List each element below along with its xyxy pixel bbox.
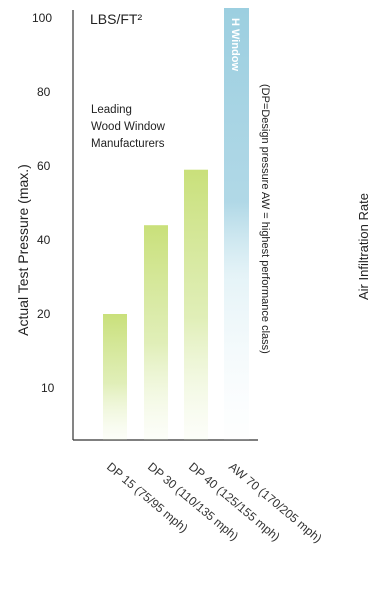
unit-label: LBS/FT² bbox=[90, 11, 142, 27]
y-tick-60: 60 bbox=[37, 159, 51, 173]
annotation-line-2: Wood Window bbox=[91, 121, 166, 133]
x-category-labels: DP 15 (75/95 mph) DP 30 (110/135 mph) DP… bbox=[104, 460, 325, 546]
bar-dp30 bbox=[144, 225, 168, 440]
bar-dp15 bbox=[103, 314, 127, 440]
annotation: Leading Wood Window Manufacturers bbox=[91, 104, 166, 150]
y-tick-40: 40 bbox=[37, 233, 51, 247]
annotation-line-1: Leading bbox=[91, 104, 132, 116]
y-tick-100: 100 bbox=[32, 11, 52, 25]
y-tick-20: 20 bbox=[37, 307, 51, 321]
annotation-line-3: Manufacturers bbox=[91, 138, 165, 150]
bar-label-h-window: H Window bbox=[229, 18, 241, 71]
y-tick-80: 80 bbox=[37, 85, 51, 99]
design-pressure-note: (DP=Design pressure AW = highest perform… bbox=[259, 84, 271, 354]
bars bbox=[103, 8, 249, 440]
y-tick-10: 10 bbox=[41, 381, 55, 395]
y-tick-labels: 100 80 60 40 20 10 bbox=[32, 11, 55, 395]
air-infiltration-label: Air Infiltration Rate bbox=[356, 193, 369, 300]
y-axis-title: Actual Test Pressure (max.) bbox=[15, 164, 31, 336]
bar-dp40 bbox=[184, 169, 208, 440]
bar-aw70 bbox=[224, 8, 249, 440]
